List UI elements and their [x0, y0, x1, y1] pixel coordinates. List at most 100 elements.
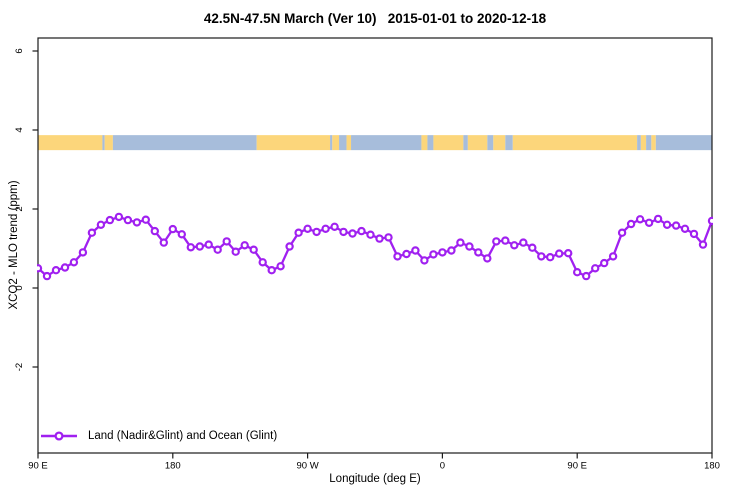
data-point	[393, 252, 402, 261]
map-strip-ocean-segment	[102, 135, 105, 151]
x-tick-label: 90 W	[297, 461, 319, 472]
plot-box	[37, 37, 713, 454]
data-point	[671, 221, 681, 230]
map-strip-land-segment	[38, 135, 103, 151]
data-point	[411, 246, 420, 255]
map-strip-ocean-segment	[339, 135, 347, 151]
data-point	[357, 226, 366, 236]
data-line	[37, 215, 713, 278]
data-point	[123, 215, 133, 225]
data-point	[402, 249, 411, 259]
x-tick-label: 0	[440, 461, 445, 472]
data-point	[114, 212, 124, 222]
data-point	[285, 242, 294, 251]
y-tick-label: 2	[14, 206, 25, 211]
map-strip-land-segment	[346, 135, 352, 151]
data-point	[492, 237, 501, 246]
data-point	[177, 230, 186, 239]
x-tick-label: 90 E	[28, 461, 48, 472]
data-point	[698, 240, 708, 249]
data-point	[168, 224, 177, 234]
data-point	[420, 256, 429, 265]
map-strip-land-segment	[640, 135, 647, 151]
data-point	[186, 243, 195, 252]
data-point	[707, 216, 713, 226]
data-point	[249, 245, 258, 254]
data-point	[312, 227, 321, 237]
map-strip-ocean-segment	[646, 135, 652, 151]
data-point	[276, 262, 285, 271]
map-strip-ocean-segment	[655, 135, 712, 151]
data-point	[87, 228, 97, 237]
chart-title: 42.5N-47.5N March (Ver 10) 2015-01-01 to…	[203, 11, 547, 26]
data-point	[501, 236, 510, 245]
legend-open-circle	[54, 431, 64, 441]
data-point	[689, 229, 699, 239]
data-point	[204, 240, 213, 249]
map-strip-ocean-segment	[637, 135, 641, 151]
data-point	[626, 219, 636, 229]
data-point	[330, 222, 339, 231]
data-point	[582, 271, 591, 281]
data-point	[69, 258, 79, 267]
legend: Land (Nadir&Glint) and Ocean (Glint)	[40, 429, 277, 443]
map-strip-ocean-segment	[330, 135, 333, 151]
map-strip-ocean-segment	[427, 135, 434, 151]
data-point	[159, 238, 168, 247]
data-point	[447, 246, 456, 255]
data-point	[465, 242, 474, 251]
data-point	[555, 249, 564, 258]
data-point	[546, 253, 555, 262]
x-tick-label: 90 E	[567, 461, 587, 472]
data-point	[474, 248, 483, 257]
data-point	[240, 241, 249, 250]
y-axis-label: XCO2 - MLO trend (ppm)	[8, 180, 20, 310]
y-tick-label: -2	[14, 363, 25, 371]
map-strip-land-segment	[104, 135, 113, 151]
data-point	[37, 264, 43, 273]
data-point	[258, 258, 267, 267]
map-strip-ocean-segment	[463, 135, 468, 151]
data-point	[132, 218, 142, 227]
data-point	[375, 234, 384, 243]
data-point	[60, 263, 70, 272]
data-point	[635, 215, 645, 224]
data-point	[213, 245, 222, 254]
data-point	[591, 264, 600, 273]
map-strip-land-segment	[467, 135, 488, 151]
data-point	[483, 254, 492, 263]
data-point	[644, 218, 654, 227]
x-tick-label: 180	[704, 461, 720, 472]
data-point	[537, 252, 546, 261]
data-point	[366, 230, 375, 239]
data-point	[519, 238, 528, 247]
y-tick-label: 4	[14, 127, 25, 132]
data-point	[195, 242, 204, 251]
data-point	[267, 266, 276, 275]
y-tick-label: 0	[14, 285, 25, 290]
data-point	[294, 228, 303, 237]
data-point	[141, 215, 150, 224]
data-point	[348, 229, 357, 238]
data-point	[600, 258, 609, 268]
data-point	[339, 227, 348, 237]
map-strip-land-segment	[433, 135, 464, 151]
data-point	[51, 266, 61, 275]
data-point	[438, 248, 447, 257]
map-strip-ocean-segment	[505, 135, 513, 151]
data-point	[573, 268, 582, 277]
data-point	[510, 241, 519, 250]
map-strip-land-segment	[512, 135, 638, 151]
data-point	[96, 220, 106, 229]
legend-marker-icon	[41, 431, 77, 441]
data-point	[78, 248, 88, 257]
data-point	[105, 215, 115, 225]
data-point	[42, 271, 52, 281]
map-strip-ocean-segment	[351, 135, 422, 151]
map-strip-land-segment	[421, 135, 428, 151]
data-point	[231, 247, 240, 256]
data-point	[222, 237, 231, 246]
data-point	[680, 224, 690, 233]
data-point	[662, 220, 672, 229]
data-point	[321, 224, 330, 233]
